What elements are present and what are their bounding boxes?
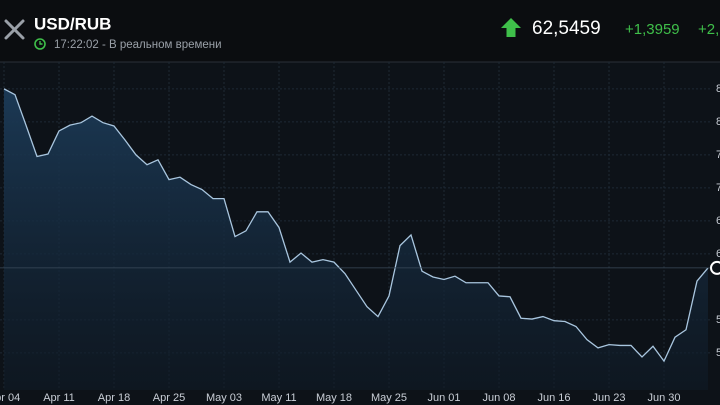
x-tick-label: Apr 18	[98, 392, 130, 404]
y-tick-label: 76	[716, 149, 720, 161]
y-tick-label: 72	[716, 182, 720, 194]
up-arrow	[501, 18, 521, 37]
x-tick-label: Jun 08	[482, 392, 515, 404]
y-tick-label: 84	[716, 83, 720, 95]
x-tick-label: Jun 01	[427, 392, 460, 404]
x-tick-label: Jun 23	[592, 392, 625, 404]
price: 62,5459	[532, 18, 601, 39]
x-tick-label: May 03	[206, 392, 242, 404]
clock-icon	[34, 38, 46, 50]
y-tick-label: 64	[716, 248, 720, 260]
price-line	[3, 88, 709, 363]
x-tick-label: Apr 11	[43, 392, 75, 404]
symbol: USD/RUB	[34, 14, 111, 33]
area-fill	[4, 88, 708, 390]
y-tick-label: 80	[716, 116, 720, 128]
current-price-dot	[710, 260, 720, 275]
plot: 84 80 76 72 68 64 56 52 Apr 04 Apr 11 Apr 18 Apr 25…	[0, 62, 720, 404]
change: +1,3959	[625, 21, 680, 38]
x-tick-label: Jun 16	[537, 392, 570, 404]
y-tick-label: 56	[716, 314, 720, 326]
x-tick-label: Apr 25	[153, 392, 185, 404]
change-percent: +2,2	[698, 21, 720, 38]
x-tick-label: May 11	[261, 392, 296, 404]
x-tick-label: Jun 30	[647, 392, 680, 404]
y-tick-label: 52	[716, 347, 720, 359]
x-tick-label: May 25	[371, 392, 407, 404]
header-bar	[0, 0, 720, 62]
x-tick-label: Apr 04	[0, 392, 20, 404]
status: 17:22:02 - В реальном времени	[54, 39, 222, 51]
close-button[interactable]	[4, 19, 25, 40]
y-tick-label: 68	[716, 215, 720, 227]
x-tick-label: May 18	[316, 392, 352, 404]
